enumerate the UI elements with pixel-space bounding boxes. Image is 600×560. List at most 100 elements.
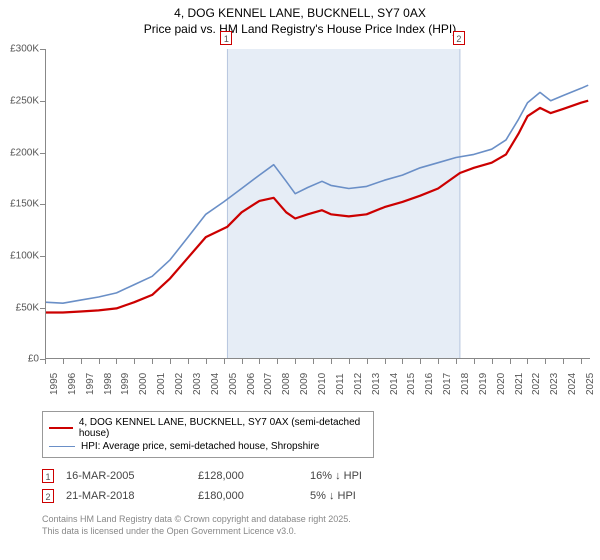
y-tick-label: £50K [16,302,39,313]
x-tick-mark [474,359,475,364]
x-tick-mark [116,359,117,364]
x-tick-mark [456,359,457,364]
sale-row: 2 21-MAR-2018 £180,000 5% ↓ HPI [42,486,600,506]
x-axis: 1995199619971998199920002001200220032004… [45,359,590,409]
x-tick-label: 1999 [120,373,131,395]
title-line2: Price paid vs. HM Land Registry's House … [0,22,600,38]
chart-container: 4, DOG KENNEL LANE, BUCKNELL, SY7 0AX Pr… [0,0,600,560]
x-tick-mark [277,359,278,364]
x-tick-mark [170,359,171,364]
x-tick-label: 2014 [389,373,400,395]
legend: 4, DOG KENNEL LANE, BUCKNELL, SY7 0AX (s… [42,411,374,458]
chart-title: 4, DOG KENNEL LANE, BUCKNELL, SY7 0AX Pr… [0,0,600,39]
legend-swatch [49,427,73,429]
x-tick-mark [206,359,207,364]
y-tick-label: £150K [10,199,39,210]
legend-swatch [49,446,75,448]
x-tick-label: 1995 [49,373,60,395]
x-tick-mark [527,359,528,364]
sale-diff: 5% ↓ HPI [310,490,430,502]
series-hpi [45,85,588,303]
x-tick-label: 2010 [317,373,328,395]
x-tick-label: 2017 [442,373,453,395]
sale-price: £128,000 [198,470,298,482]
x-tick-label: 2000 [138,373,149,395]
legend-label: 4, DOG KENNEL LANE, BUCKNELL, SY7 0AX (s… [79,417,367,439]
footer-line2: This data is licensed under the Open Gov… [42,526,600,538]
x-tick-label: 2018 [460,373,471,395]
x-tick-label: 2013 [371,373,382,395]
x-tick-mark [420,359,421,364]
sale-price: £180,000 [198,490,298,502]
y-axis-line [45,49,46,359]
x-tick-label: 2016 [424,373,435,395]
sale-row: 1 16-MAR-2005 £128,000 16% ↓ HPI [42,466,600,486]
x-tick-mark [545,359,546,364]
x-tick-mark [81,359,82,364]
x-tick-mark [331,359,332,364]
x-tick-mark [152,359,153,364]
x-tick-mark [224,359,225,364]
y-tick-label: £250K [10,95,39,106]
x-tick-label: 2012 [353,373,364,395]
x-tick-label: 2020 [496,373,507,395]
x-tick-mark [581,359,582,364]
title-line1: 4, DOG KENNEL LANE, BUCKNELL, SY7 0AX [0,6,600,22]
x-tick-mark [99,359,100,364]
x-tick-label: 2008 [281,373,292,395]
x-tick-label: 1998 [103,373,114,395]
y-tick-label: £0 [28,354,39,365]
legend-item: HPI: Average price, semi-detached house,… [49,440,367,453]
x-tick-label: 2009 [299,373,310,395]
x-tick-label: 2019 [478,373,489,395]
x-tick-label: 2003 [192,373,203,395]
x-tick-mark [63,359,64,364]
sales-table: 1 16-MAR-2005 £128,000 16% ↓ HPI 2 21-MAR-201… [42,466,600,506]
sale-row-marker: 1 [42,469,54,483]
x-tick-label: 2021 [514,373,525,395]
x-tick-mark [367,359,368,364]
x-tick-mark [438,359,439,364]
x-tick-label: 2023 [549,373,560,395]
chart-area: £0£50K£100K£150K£200K£250K£300K 12 19951… [0,39,600,409]
x-tick-mark [563,359,564,364]
sale-marker-1: 1 [220,31,232,45]
x-tick-mark [492,359,493,364]
y-tick-label: £300K [10,44,39,55]
x-tick-label: 2006 [246,373,257,395]
x-tick-mark [385,359,386,364]
x-tick-label: 2011 [335,374,346,396]
sale-date: 16-MAR-2005 [66,470,186,482]
sale-marker-2: 2 [453,31,465,45]
x-tick-mark [349,359,350,364]
y-axis: £0£50K£100K£150K£200K£250K£300K [0,49,45,359]
x-tick-mark [259,359,260,364]
x-tick-mark [134,359,135,364]
x-tick-label: 1997 [85,373,96,395]
x-tick-label: 2025 [585,373,596,395]
x-tick-label: 2015 [406,373,417,395]
x-tick-label: 2002 [174,373,185,395]
x-tick-mark [295,359,296,364]
x-tick-mark [188,359,189,364]
y-tick-label: £100K [10,250,39,261]
x-tick-label: 2005 [228,373,239,395]
legend-item: 4, DOG KENNEL LANE, BUCKNELL, SY7 0AX (s… [49,416,367,440]
y-tick-label: £200K [10,147,39,158]
x-tick-mark [510,359,511,364]
x-tick-label: 2007 [263,373,274,395]
x-tick-label: 2001 [156,373,167,395]
x-tick-mark [313,359,314,364]
sale-date: 21-MAR-2018 [66,490,186,502]
sale-diff: 16% ↓ HPI [310,470,430,482]
x-tick-label: 2022 [531,373,542,395]
legend-label: HPI: Average price, semi-detached house,… [81,441,319,452]
footer: Contains HM Land Registry data © Crown c… [42,514,600,537]
series-price_paid [45,101,588,313]
x-tick-mark [45,359,46,364]
x-tick-mark [242,359,243,364]
footer-line1: Contains HM Land Registry data © Crown c… [42,514,600,526]
line-series-svg [45,49,590,359]
sale-row-marker: 2 [42,489,54,503]
x-tick-label: 1996 [67,373,78,395]
